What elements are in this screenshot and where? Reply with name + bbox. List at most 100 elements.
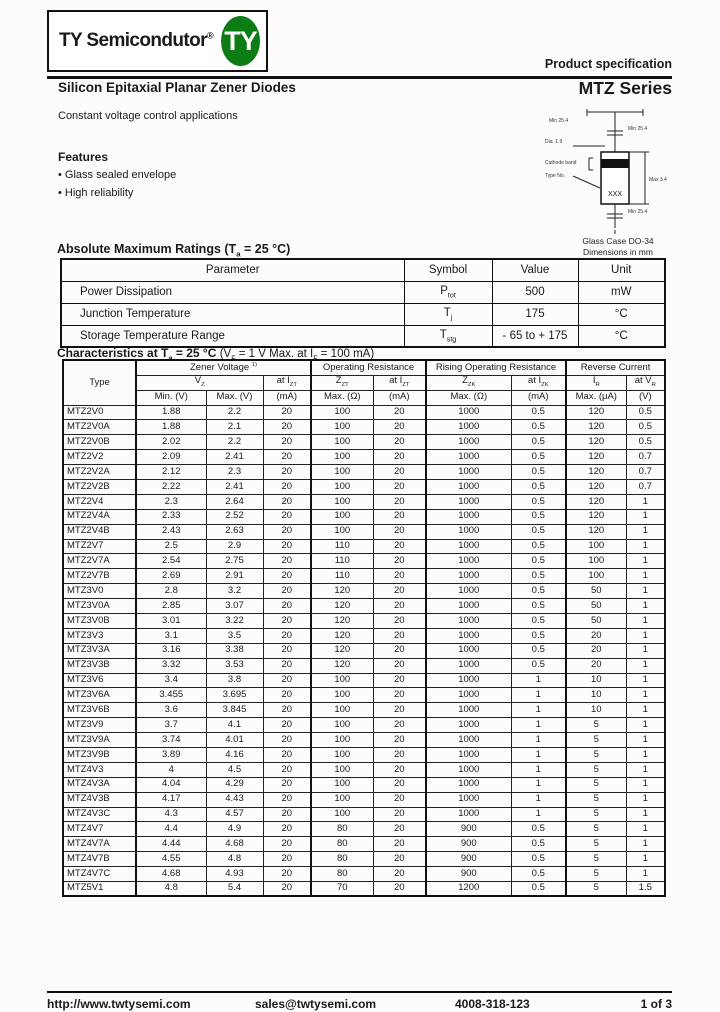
dim-label: Cathode band bbox=[545, 160, 577, 166]
table-row: MTZ3V6A 3.455 3.695 20 100 20 1000 1 10 1 bbox=[62, 687, 666, 704]
cell: 1 bbox=[625, 702, 666, 719]
cell: 3.695 bbox=[205, 687, 264, 704]
cell: Tstg bbox=[403, 324, 493, 348]
table-row: MTZ2V7B 2.69 2.91 20 110 20 1000 0.5 100 1 bbox=[62, 568, 666, 585]
cell: 2.3 bbox=[135, 493, 207, 510]
cell: 1 bbox=[625, 821, 666, 838]
cell: 20 bbox=[372, 449, 427, 466]
cell: 20 bbox=[262, 434, 312, 451]
cell: 4.93 bbox=[205, 866, 264, 882]
cell: 20 bbox=[262, 851, 312, 868]
cell: 50 bbox=[565, 598, 627, 614]
cell: 4.8 bbox=[205, 851, 264, 868]
cell: 1 bbox=[625, 761, 666, 778]
unit-header: Max. (μA) bbox=[565, 389, 627, 406]
cell: 2.02 bbox=[135, 434, 207, 451]
cell: 5 bbox=[565, 866, 627, 882]
type-cell: MTZ3V0 bbox=[62, 583, 137, 600]
cell: 120 bbox=[310, 642, 374, 659]
cell: 100 bbox=[310, 434, 374, 451]
cell: 2.41 bbox=[205, 478, 264, 495]
cell: 20 bbox=[372, 761, 427, 778]
cell: 100 bbox=[310, 464, 374, 480]
cell: 1 bbox=[625, 836, 666, 853]
device-marking: XXX bbox=[608, 191, 622, 198]
cell: 0.5 bbox=[510, 449, 567, 466]
footer: http://www.twtysemi.com sales@twtysemi.c… bbox=[47, 997, 672, 1011]
table-row: MTZ2V4 2.3 2.64 20 100 20 1000 0.5 120 1 bbox=[62, 493, 666, 510]
cell: 20 bbox=[372, 657, 427, 674]
cell: 1000 bbox=[425, 449, 512, 466]
cell: Storage Temperature Range bbox=[60, 324, 405, 348]
cell: 1 bbox=[625, 732, 666, 748]
cell: 100 bbox=[565, 553, 627, 570]
cell: 3.89 bbox=[135, 746, 207, 763]
table-row: MTZ3V0B 3.01 3.22 20 120 20 1000 0.5 50 1 bbox=[62, 612, 666, 629]
cell: 20 bbox=[262, 583, 312, 600]
cell: 0.5 bbox=[510, 553, 567, 570]
table-row: Power Dissipation Ptot 500 mW bbox=[60, 280, 666, 304]
cell: 20 bbox=[372, 672, 427, 689]
table-row: MTZ2V7 2.5 2.9 20 110 20 1000 0.5 100 1 bbox=[62, 538, 666, 555]
table-row: MTZ2V0B 2.02 2.2 20 100 20 1000 0.5 120 0.5 bbox=[62, 434, 666, 451]
cell: 3.5 bbox=[205, 627, 264, 644]
cell: 4.43 bbox=[205, 791, 264, 808]
cell: 20 bbox=[372, 434, 427, 451]
cell: 175 bbox=[491, 302, 579, 326]
cell: 20 bbox=[372, 627, 427, 644]
cell: 1000 bbox=[425, 672, 512, 689]
cell: 1 bbox=[625, 508, 666, 525]
cell: 0.5 bbox=[510, 642, 567, 659]
unit-header: Max. (V) bbox=[205, 389, 264, 406]
cell: 100 bbox=[565, 538, 627, 555]
cell: 0.5 bbox=[510, 627, 567, 644]
cell: 100 bbox=[310, 717, 374, 734]
cell: 20 bbox=[372, 493, 427, 510]
table-row: MTZ2V0A 1.88 2.1 20 100 20 1000 0.5 120 0.5 bbox=[62, 419, 666, 436]
cell: 4.8 bbox=[135, 881, 207, 897]
cell: 2.2 bbox=[205, 404, 264, 421]
type-cell: MTZ4V7B bbox=[62, 851, 137, 868]
cell: 0.5 bbox=[510, 464, 567, 480]
brand-logo: TY Semicondutor® TY bbox=[47, 10, 268, 72]
cell: 2.69 bbox=[135, 568, 207, 585]
cell: 1000 bbox=[425, 419, 512, 436]
registered-mark: ® bbox=[206, 30, 214, 41]
col-header-parameter: Parameter bbox=[60, 258, 405, 282]
cell: 20 bbox=[372, 746, 427, 763]
package-caption: Glass Case DO-34 bbox=[582, 236, 654, 246]
cell: 80 bbox=[310, 851, 374, 868]
cell: 100 bbox=[310, 478, 374, 495]
cell: 20 bbox=[262, 612, 312, 629]
cell: 20 bbox=[372, 642, 427, 659]
cell: Junction Temperature bbox=[60, 302, 405, 326]
cell: 100 bbox=[310, 404, 374, 421]
cell: 20 bbox=[372, 523, 427, 540]
table-row: Storage Temperature Range Tstg - 65 to + 1… bbox=[60, 324, 666, 348]
cell: 1 bbox=[625, 598, 666, 614]
cell: 1000 bbox=[425, 776, 512, 793]
cell: 1 bbox=[625, 776, 666, 793]
cell: 20 bbox=[565, 657, 627, 674]
table-row: Junction Temperature Tj 175 °C bbox=[60, 302, 666, 326]
dim-label: Min 25.4 bbox=[549, 118, 568, 124]
cell: 1000 bbox=[425, 538, 512, 555]
type-cell: MTZ4V3B bbox=[62, 791, 137, 808]
cell: 20 bbox=[372, 851, 427, 868]
table-header-row: Parameter Symbol Value Unit bbox=[60, 258, 666, 282]
sym-header-at-izk: at IZK bbox=[510, 374, 567, 391]
table-row: MTZ3V0A 2.85 3.07 20 120 20 1000 0.5 50 1 bbox=[62, 598, 666, 614]
table-row: MTZ3V0 2.8 3.2 20 120 20 1000 0.5 50 1 bbox=[62, 583, 666, 600]
cell: 2.22 bbox=[135, 478, 207, 495]
sym-header-at-vr: at VR bbox=[625, 374, 666, 391]
cell: 1 bbox=[625, 568, 666, 585]
cell: 20 bbox=[372, 478, 427, 495]
cell: 20 bbox=[372, 538, 427, 555]
cell: 20 bbox=[262, 419, 312, 436]
type-cell: MTZ5V1 bbox=[62, 881, 137, 897]
table-row: MTZ2V0 1.88 2.2 20 100 20 1000 0.5 120 0.5 bbox=[62, 404, 666, 421]
cell: 4.16 bbox=[205, 746, 264, 763]
group-header-rising-operating-resistance: Rising Operating Resistance bbox=[425, 359, 567, 376]
cell: 1.5 bbox=[625, 881, 666, 897]
dim-label: Dia. 1.9 bbox=[545, 139, 562, 145]
